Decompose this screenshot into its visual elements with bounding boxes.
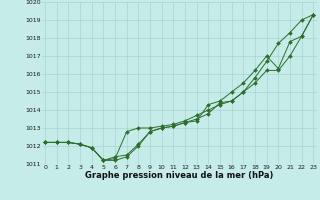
X-axis label: Graphe pression niveau de la mer (hPa): Graphe pression niveau de la mer (hPa) bbox=[85, 171, 273, 180]
